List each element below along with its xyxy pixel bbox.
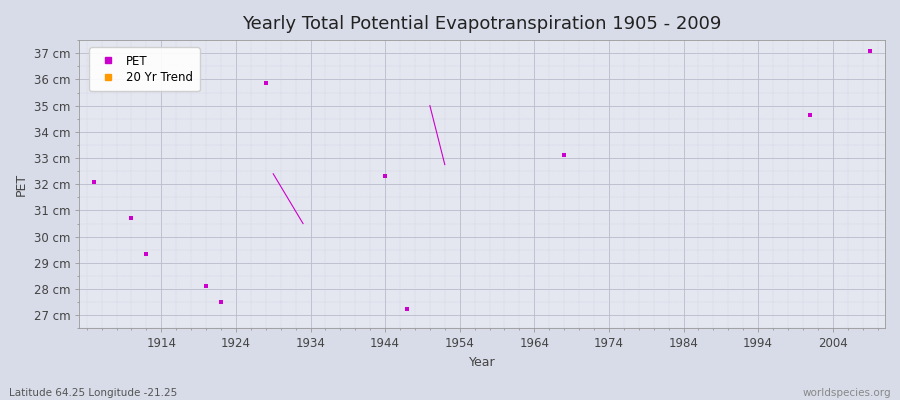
Point: [199, 283, 213, 290]
Point: [803, 112, 817, 118]
Point: [124, 215, 139, 222]
Text: Latitude 64.25 Longitude -21.25: Latitude 64.25 Longitude -21.25: [9, 388, 177, 398]
Point: [400, 306, 415, 312]
Title: Yearly Total Potential Evapotranspiration 1905 - 2009: Yearly Total Potential Evapotranspiratio…: [242, 15, 722, 33]
Y-axis label: PET: PET: [15, 173, 28, 196]
Point: [863, 47, 878, 54]
Point: [557, 152, 572, 159]
Point: [214, 299, 229, 306]
Point: [258, 80, 273, 86]
Point: [378, 173, 392, 180]
X-axis label: Year: Year: [469, 356, 495, 369]
Point: [140, 250, 154, 257]
Legend: PET, 20 Yr Trend: PET, 20 Yr Trend: [89, 48, 200, 91]
Text: worldspecies.org: worldspecies.org: [803, 388, 891, 398]
Point: [87, 178, 102, 185]
